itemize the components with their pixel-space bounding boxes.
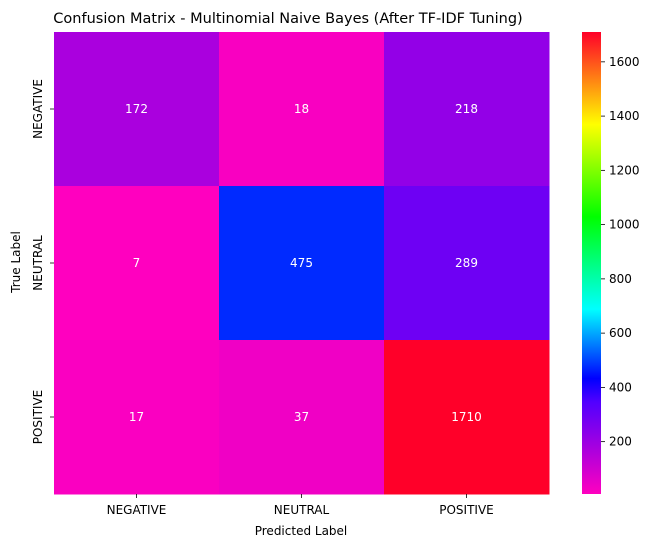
heatmap-cell: [384, 340, 550, 495]
heatmap-cell: [384, 32, 550, 187]
heatmap-cell: [219, 32, 385, 187]
colorbar-tick-label: 600: [609, 326, 632, 340]
colorbar-tick-label: 1200: [609, 163, 640, 177]
colorbar-tick-label: 1400: [609, 109, 640, 123]
x-axis-label: Predicted Label: [255, 524, 348, 538]
heatmap-cell: [54, 340, 220, 495]
x-tick-label: NEUTRAL: [274, 503, 330, 517]
colorbar-tick-label: 1000: [609, 218, 640, 232]
x-tick-label: POSITIVE: [439, 503, 494, 517]
y-tick-label: NEGATIVE: [31, 79, 45, 139]
x-axis-ticks: NEGATIVE NEUTRAL POSITIVE: [107, 494, 494, 517]
cell-value: 289: [455, 256, 478, 270]
colorbar-tick-label: 400: [609, 380, 632, 394]
heatmap-cell: [54, 186, 220, 341]
cell-value: 1710: [451, 410, 482, 424]
colorbar: [582, 32, 601, 494]
cell-value: 218: [455, 102, 478, 116]
colorbar-tick-label: 200: [609, 435, 632, 449]
colorbar-tick-label: 1600: [609, 55, 640, 69]
y-axis-label: True Label: [9, 231, 23, 294]
cell-value: 7: [133, 256, 141, 270]
y-tick-label: POSITIVE: [31, 390, 45, 445]
x-tick-label: NEGATIVE: [107, 503, 167, 517]
cell-value: 172: [125, 102, 148, 116]
colorbar-tick-label: 800: [609, 272, 632, 286]
heatmap-cell: [54, 32, 220, 187]
y-axis-ticks: NEGATIVE NEUTRAL POSITIVE: [31, 79, 54, 444]
cell-value: 37: [294, 410, 309, 424]
heatmap-cells: [54, 32, 550, 495]
cell-annotations: 172 18 218 7 475 289 17 37 1710: [125, 102, 482, 424]
heatmap-cell: [219, 340, 385, 495]
heatmap-cell: [384, 186, 550, 341]
y-tick-label: NEUTRAL: [31, 235, 45, 291]
cell-value: 17: [129, 410, 144, 424]
colorbar-ticks: 200 400 600 800 1000 1200 1400 1600: [601, 55, 640, 449]
cell-value: 475: [290, 256, 313, 270]
chart-title: Confusion Matrix - Multinomial Naive Bay…: [53, 11, 522, 27]
heatmap-cell: [219, 186, 385, 341]
cell-value: 18: [294, 102, 309, 116]
